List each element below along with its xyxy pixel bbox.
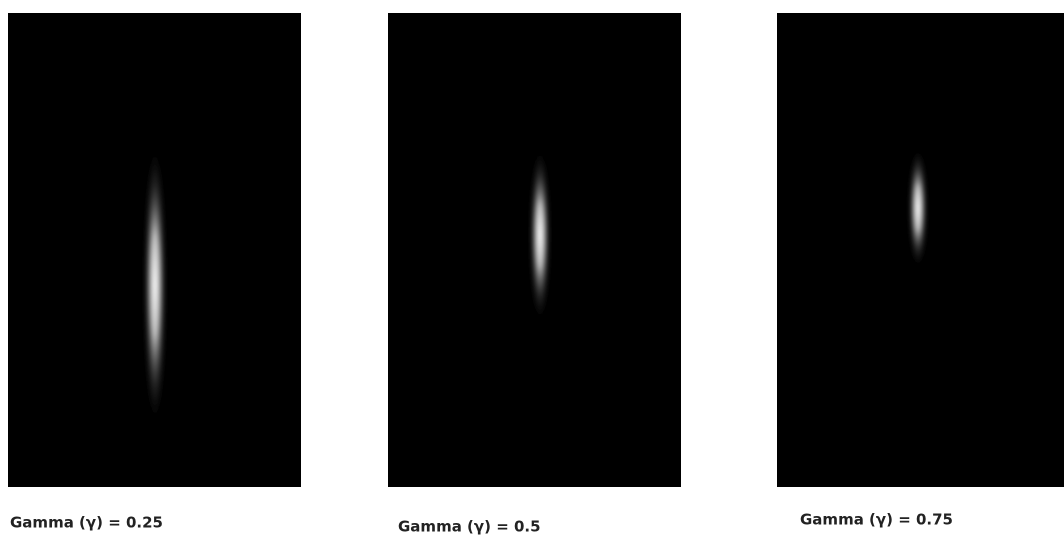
caption: Gamma (γ) = 0.5: [398, 518, 541, 536]
intensity-spot: [908, 146, 928, 270]
caption: Gamma (γ) = 0.75: [800, 511, 953, 529]
page: Gamma (γ) = 0.25 Gamma (γ) = 0.5 Gamma (…: [0, 0, 1064, 537]
intensity-spot: [143, 140, 167, 430]
intensity-spot: [529, 145, 551, 325]
panel: Gamma (γ) = 0.25: [8, 13, 301, 532]
figure: Gamma (γ) = 0.25 Gamma (γ) = 0.5 Gamma (…: [0, 0, 1064, 537]
panel: Gamma (γ) = 0.75: [777, 13, 1064, 529]
caption: Gamma (γ) = 0.25: [10, 514, 163, 532]
panel: Gamma (γ) = 0.5: [388, 13, 681, 536]
